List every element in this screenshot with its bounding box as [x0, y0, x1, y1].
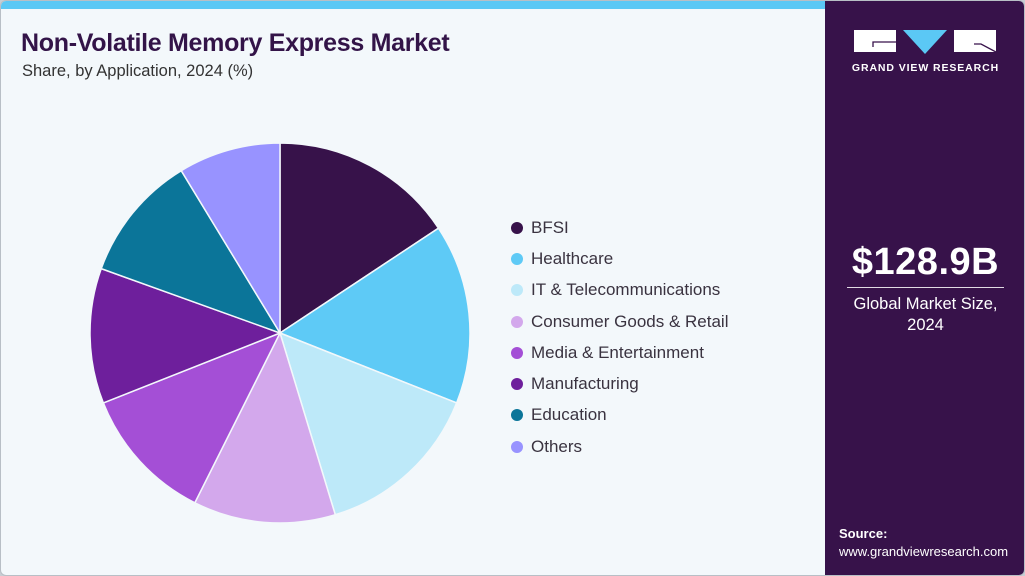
legend-label: Others — [531, 436, 583, 456]
legend-label: Consumer Goods & Retail — [531, 311, 729, 331]
legend-dot-icon — [511, 252, 523, 265]
legend-label: Healthcare — [531, 248, 614, 268]
chart-subtitle: Share, by Application, 2024 (%) — [22, 62, 254, 80]
source-url[interactable]: www.grandviewresearch.com — [839, 544, 1009, 559]
legend-label: IT & Telecommunications — [531, 280, 721, 300]
legend-dot-icon — [511, 221, 523, 234]
legend-item: IT & Telecommunications — [511, 275, 728, 306]
legend-dot-icon — [511, 409, 523, 422]
legend-item: BFSI — [511, 212, 728, 243]
legend-label: Media & Entertainment — [531, 342, 704, 362]
chart-legend: BFSI Healthcare IT & Telecommunications Con… — [511, 212, 728, 462]
pie-slice-healthcare — [278, 227, 471, 404]
pie-slice-manufacturing — [89, 267, 283, 404]
sidebar-panel: GRAND VIEW RESEARCH $128.9B Global Marke… — [825, 1, 1024, 575]
gvr-logo-icon — [854, 30, 996, 54]
market-size-label: Global Market Size, 2024 — [825, 294, 1024, 336]
legend-item: Education — [511, 400, 728, 431]
legend-dot-icon — [511, 315, 523, 328]
pie-slice-others — [180, 142, 281, 336]
chart-title: Non-Volatile Memory Express Market — [21, 29, 450, 57]
legend-label: Education — [531, 405, 607, 425]
pie-chart — [89, 142, 471, 524]
legend-dot-icon — [511, 284, 523, 297]
legend-dot-icon — [511, 378, 523, 391]
legend-item: Others — [511, 431, 728, 462]
legend-dot-icon — [511, 440, 523, 453]
legend-item: Manufacturing — [511, 368, 728, 399]
legend-item: Healthcare — [511, 243, 728, 274]
divider — [847, 287, 1004, 288]
legend-label: Manufacturing — [531, 374, 639, 394]
legend-dot-icon — [511, 346, 523, 359]
legend-item: Consumer Goods & Retail — [511, 306, 728, 337]
accent-bar — [1, 1, 825, 9]
pie-slice-consumer-goods-retail — [193, 330, 337, 524]
market-size-value: $128.9B — [851, 241, 1000, 283]
chart-area: Non-Volatile Memory Express Market Share… — [1, 9, 825, 575]
pie-slice-education — [100, 169, 282, 335]
legend-item: Media & Entertainment — [511, 337, 728, 368]
market-size-label-line1: Global Market Size, — [853, 295, 998, 313]
source-title: Source: — [839, 526, 888, 541]
brand-name: GRAND VIEW RESEARCH — [851, 62, 1000, 74]
pie-slice-bfsi — [279, 142, 440, 335]
pie-slice-media-entertainment — [102, 331, 282, 504]
market-size-label-line2: 2024 — [907, 316, 944, 334]
pie-slice-it-telecommunications — [278, 331, 458, 516]
legend-label: BFSI — [531, 217, 569, 237]
